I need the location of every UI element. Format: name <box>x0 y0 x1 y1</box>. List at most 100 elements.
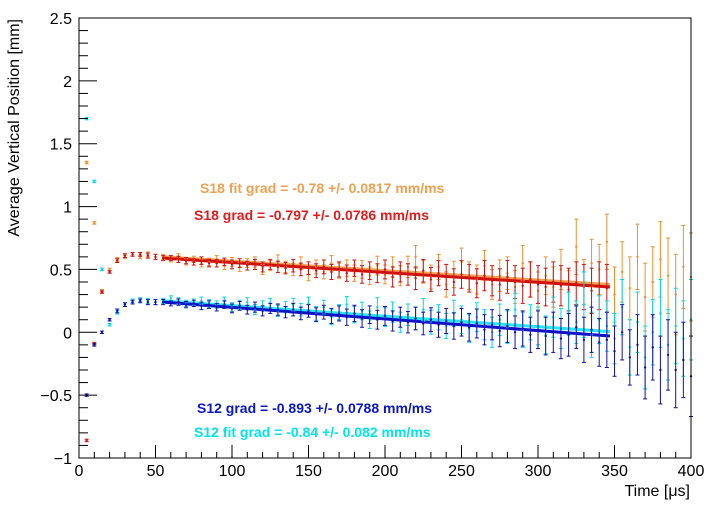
data-point <box>237 258 242 269</box>
point-marker <box>376 305 379 309</box>
x-tick-label: 50 <box>147 463 165 480</box>
point-marker <box>582 338 586 342</box>
point-marker <box>253 263 257 266</box>
point-marker <box>330 314 333 318</box>
data-point <box>161 299 166 306</box>
point-marker <box>506 275 509 279</box>
point-marker <box>613 349 616 353</box>
data-point <box>298 262 303 277</box>
point-marker <box>399 316 402 319</box>
data-point <box>168 300 173 307</box>
point-marker <box>85 439 88 442</box>
data-point <box>589 306 594 353</box>
data-point <box>275 303 280 316</box>
y-tick-label: 0.5 <box>50 262 72 279</box>
point-marker <box>108 318 111 321</box>
point-marker <box>651 346 654 349</box>
data-point <box>329 263 334 280</box>
data-point <box>344 308 349 326</box>
point-marker <box>429 318 433 321</box>
y-tick-label: 0 <box>63 325 72 342</box>
point-marker <box>429 278 433 281</box>
point-marker <box>445 319 448 323</box>
fit-lines <box>163 255 611 338</box>
data-point <box>252 258 257 270</box>
point-marker <box>460 273 463 276</box>
data-point <box>153 253 158 260</box>
data-point <box>298 306 303 321</box>
point-marker <box>307 302 310 305</box>
data-point <box>589 267 594 314</box>
data-point <box>635 223 640 291</box>
point-marker <box>376 272 379 275</box>
annotation-s12-grad: S12 grad = -0.893 +/- 0.0788 mm/ms <box>197 400 432 416</box>
data-point <box>199 301 204 311</box>
y-tick-label: 2 <box>63 74 72 91</box>
point-marker <box>498 329 501 333</box>
point-marker <box>93 343 96 347</box>
point-marker <box>131 300 134 304</box>
point-marker <box>552 331 555 334</box>
data-point <box>413 245 418 269</box>
data-point <box>597 317 602 367</box>
data-point <box>375 309 380 330</box>
point-marker <box>139 253 142 256</box>
data-point <box>421 311 426 336</box>
data-point <box>99 267 104 272</box>
point-marker <box>253 305 257 309</box>
annotation-s12-fit-grad: S12 fit grad = -0.84 +/- 0.082 mm/ms <box>194 424 431 440</box>
data-point <box>184 300 189 309</box>
data-point <box>145 252 150 259</box>
point-marker <box>322 310 325 314</box>
x-tick-label: 250 <box>448 463 475 480</box>
data-point <box>451 268 456 296</box>
data-point <box>252 301 257 313</box>
point-marker <box>230 263 234 266</box>
y-axis-label: Average Vertical Position [mm] <box>6 19 23 237</box>
point-marker <box>620 331 624 334</box>
point-marker <box>345 316 348 319</box>
point-marker <box>567 333 570 336</box>
point-marker <box>123 303 127 306</box>
point-marker <box>360 273 364 276</box>
point-marker <box>299 268 303 271</box>
point-marker <box>605 338 609 342</box>
data-point <box>574 305 579 350</box>
data-point <box>528 316 533 353</box>
data-point <box>581 316 586 363</box>
data-point <box>222 257 227 267</box>
data-point <box>398 306 403 328</box>
point-marker <box>345 272 348 275</box>
point-marker <box>108 268 111 271</box>
point-marker <box>422 322 425 325</box>
data-point <box>329 255 334 272</box>
point-marker <box>238 304 241 308</box>
point-marker <box>299 312 303 315</box>
point-marker <box>345 303 348 306</box>
annotation-s18-grad: S18 grad = -0.797 +/- 0.0786 mm/ms <box>194 207 429 223</box>
data-point <box>214 302 219 312</box>
point-marker <box>269 263 272 266</box>
data-point <box>275 260 280 274</box>
point-marker <box>391 275 394 279</box>
point-marker <box>146 300 150 304</box>
point-marker <box>445 275 448 279</box>
data-point <box>138 298 143 304</box>
point-marker <box>529 333 532 336</box>
data-point <box>390 310 395 332</box>
data-point <box>505 309 510 343</box>
data-point <box>360 309 365 328</box>
data-point <box>520 267 525 304</box>
data-point <box>329 307 334 324</box>
point-marker <box>483 328 486 331</box>
point-marker <box>276 265 280 269</box>
data-point <box>306 261 311 275</box>
point-marker <box>659 312 662 315</box>
point-marker <box>215 305 218 309</box>
data-point <box>122 302 127 308</box>
point-marker <box>246 308 249 311</box>
point-marker <box>605 240 609 243</box>
point-marker <box>414 255 417 259</box>
point-marker <box>598 284 601 287</box>
data-point <box>306 304 311 318</box>
